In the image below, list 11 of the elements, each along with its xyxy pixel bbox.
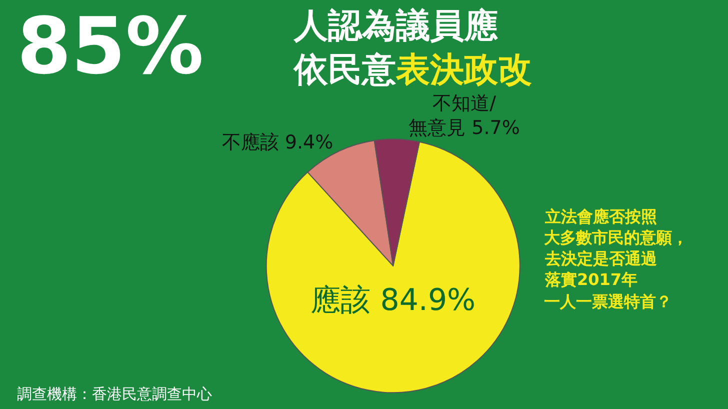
chart-subtitle: 人認為議員應依民意表決政改 (293, 6, 532, 90)
slice-label: 不知道/無意見 5.7% (408, 92, 520, 140)
text: 一人一票選特首？ (544, 292, 672, 311)
chart-title: 85% (17, 2, 204, 92)
slice-label: 不應該 9.4% (222, 131, 334, 154)
text: 落實2017年 (544, 270, 638, 289)
slice-label: 應該 84.9% (310, 282, 476, 318)
text: 大多數市民的意願， (544, 228, 688, 247)
text: 立法會應否按照 (544, 207, 657, 226)
text: 調查機構：香港民意調查中心 (17, 385, 212, 403)
text: 去決定是否通過 (544, 249, 658, 268)
